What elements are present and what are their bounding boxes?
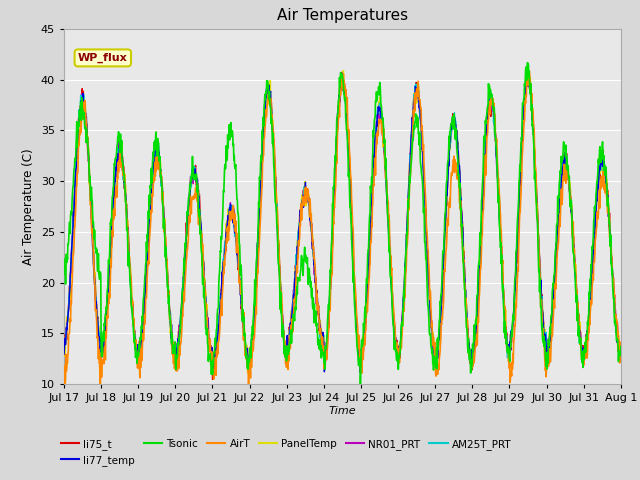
- X-axis label: Time: Time: [328, 406, 356, 416]
- Legend: li75_t, li77_temp, Tsonic, AirT, PanelTemp, NR01_PRT, AM25T_PRT: li75_t, li77_temp, Tsonic, AirT, PanelTe…: [56, 434, 516, 470]
- Text: WP_flux: WP_flux: [78, 53, 127, 63]
- Title: Air Temperatures: Air Temperatures: [277, 9, 408, 24]
- Y-axis label: Air Temperature (C): Air Temperature (C): [22, 148, 35, 264]
